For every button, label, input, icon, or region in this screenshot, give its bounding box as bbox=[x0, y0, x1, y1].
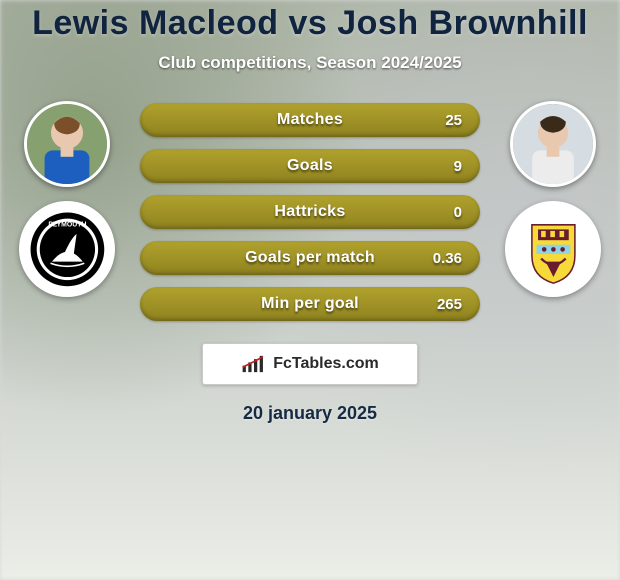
stat-right-value: 265 bbox=[432, 296, 462, 313]
avatar-placeholder-icon bbox=[27, 104, 107, 184]
subtitle: Club competitions, Season 2024/2025 bbox=[0, 53, 620, 73]
stat-right-value: 0.36 bbox=[432, 250, 462, 267]
left-player-avatar bbox=[24, 101, 110, 187]
stat-row-matches: Matches 25 bbox=[140, 103, 480, 137]
stat-row-min-per-goal: Min per goal 265 bbox=[140, 287, 480, 321]
right-player-avatar bbox=[510, 101, 596, 187]
brand-badge[interactable]: FcTables.com bbox=[202, 343, 418, 385]
left-player-column: PLYMOUTH bbox=[12, 101, 122, 297]
stat-label: Hattricks bbox=[140, 203, 480, 221]
stat-row-hattricks: Hattricks 0 bbox=[140, 195, 480, 229]
stat-label: Goals per match bbox=[140, 249, 480, 267]
stat-label: Min per goal bbox=[140, 295, 480, 313]
stat-label: Goals bbox=[140, 157, 480, 175]
left-club-badge: PLYMOUTH bbox=[19, 201, 115, 297]
stat-right-value: 9 bbox=[432, 158, 462, 175]
right-player-column bbox=[498, 101, 608, 297]
comparison-card: Lewis Macleod vs Josh Brownhill Club com… bbox=[0, 0, 620, 424]
plymouth-badge-icon: PLYMOUTH bbox=[29, 211, 106, 288]
stat-row-goals-per-match: Goals per match 0.36 bbox=[140, 241, 480, 275]
avatar-placeholder-icon bbox=[513, 104, 593, 184]
chart-icon bbox=[241, 354, 267, 374]
page-title: Lewis Macleod vs Josh Brownhill bbox=[0, 4, 620, 43]
right-club-badge bbox=[505, 201, 601, 297]
burnley-badge-icon bbox=[515, 211, 592, 288]
date-label: 20 january 2025 bbox=[0, 403, 620, 424]
stat-right-value: 25 bbox=[432, 112, 462, 129]
svg-text:PLYMOUTH: PLYMOUTH bbox=[48, 221, 86, 228]
comparison-row: PLYMOUTH Matches 25 Goals 9 Hattricks 0 bbox=[0, 101, 620, 321]
brand-text: FcTables.com bbox=[273, 355, 379, 373]
stat-row-goals: Goals 9 bbox=[140, 149, 480, 183]
stat-right-value: 0 bbox=[432, 204, 462, 221]
stats-column: Matches 25 Goals 9 Hattricks 0 Goals per… bbox=[140, 101, 480, 321]
stat-label: Matches bbox=[140, 111, 480, 129]
